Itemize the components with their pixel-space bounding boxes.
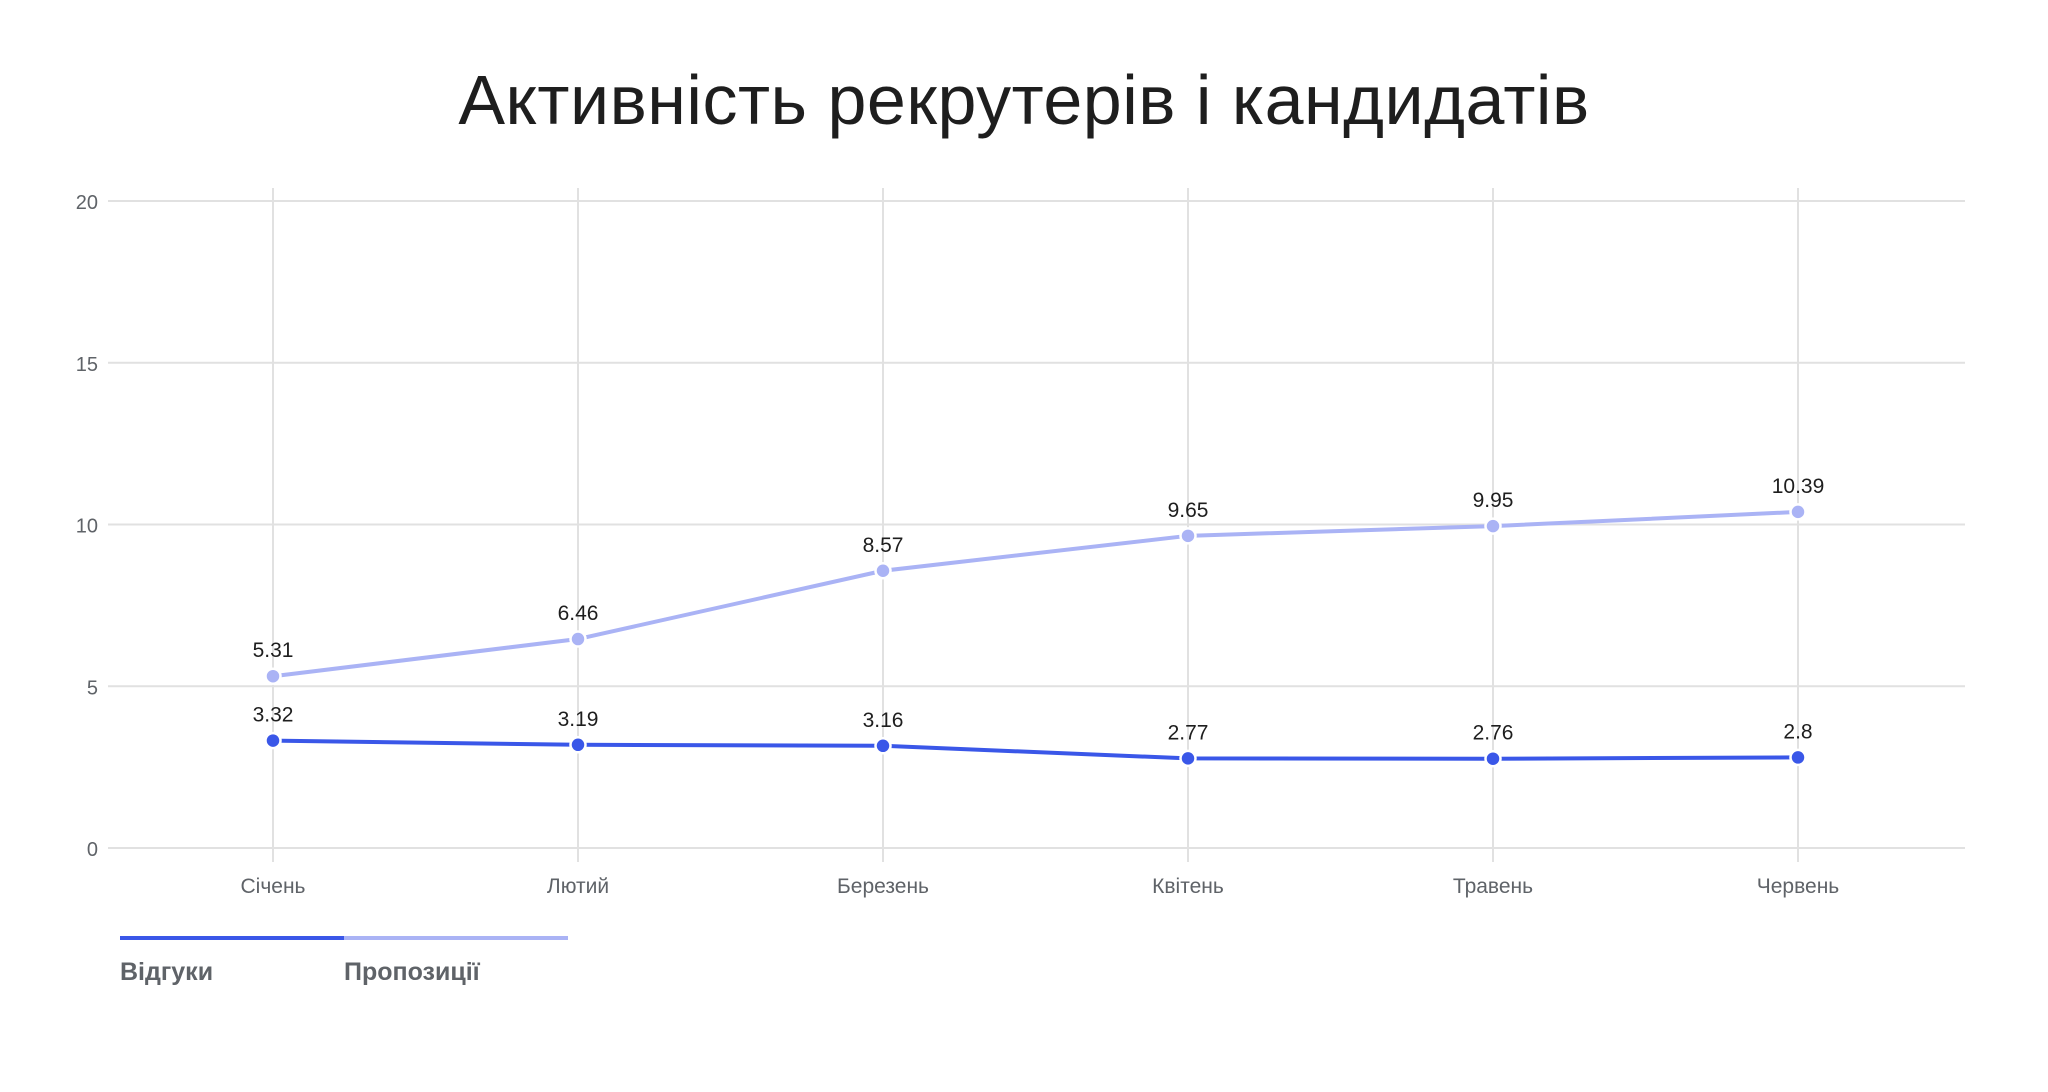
x-tick-label: Березень [837,875,929,898]
data-label-series-1: 9.95 [1473,489,1514,512]
data-point-series-1[interactable] [569,630,587,648]
data-point-series-0[interactable] [1179,749,1197,768]
legend-item-series-1[interactable]: Пропозиції [344,936,568,987]
data-point-series-1[interactable] [264,667,282,685]
data-label-series-1: 9.65 [1168,499,1209,522]
y-tick-label: 0 [87,839,98,861]
chart-title: Активність рекрутерів і кандидатів [458,61,1590,139]
x-tick-label: Квітень [1152,875,1224,898]
data-label-series-0: 2.77 [1168,721,1209,744]
y-tick-label: 15 [76,354,98,376]
legend-label-series-1: Пропозиції [344,958,480,986]
data-label-series-0: 3.32 [253,704,294,727]
data-point-series-0[interactable] [1789,748,1807,767]
legend: Відгуки Пропозиції [120,936,568,987]
x-tick-label: Травень [1453,875,1533,898]
data-label-series-1: 10.39 [1772,475,1825,498]
data-label-series-0: 2.76 [1473,722,1514,745]
data-labels: 3.32 3.19 3.16 2.77 2.76 2.8 5.31 6.46 8.57 9.65 9… [253,475,1825,745]
series-line-1 [271,509,1800,679]
data-point-series-1[interactable] [874,562,892,580]
data-label-series-0: 3.19 [558,708,599,731]
x-tick-label: Лютий [547,875,609,898]
y-tick-label: 10 [76,516,98,538]
data-label-series-0: 2.8 [1783,720,1812,743]
data-point-series-0[interactable] [874,737,892,755]
legend-label-series-0: Відгуки [120,958,214,986]
legend-item-series-0[interactable]: Відгуки [120,936,344,987]
series-line-0 [271,738,1800,761]
data-point-series-0[interactable] [569,736,587,754]
x-tick-label: Січень [241,875,306,898]
y-tick-label: 20 [76,192,98,214]
x-axis-ticks: Січень Лютий Березень Квітень Травень Червень [241,875,1840,898]
series-lines [264,503,1807,768]
y-axis-ticks: 0 5 10 15 20 [76,192,98,861]
legend-swatch-series-0 [120,936,344,940]
data-point-series-1[interactable] [1789,503,1807,521]
data-label-series-1: 8.57 [863,534,904,557]
data-point-series-0[interactable] [264,731,282,750]
data-point-series-0[interactable] [1484,749,1502,768]
grid-lines [108,188,1965,862]
data-point-series-1[interactable] [1484,517,1502,535]
x-tick-label: Червень [1757,875,1840,898]
data-label-series-1: 6.46 [558,602,599,625]
data-label-series-0: 3.16 [863,709,904,732]
data-point-series-1[interactable] [1179,527,1197,545]
data-label-series-1: 5.31 [253,639,294,662]
y-tick-label: 5 [87,677,98,699]
legend-swatch-series-1 [344,936,568,940]
